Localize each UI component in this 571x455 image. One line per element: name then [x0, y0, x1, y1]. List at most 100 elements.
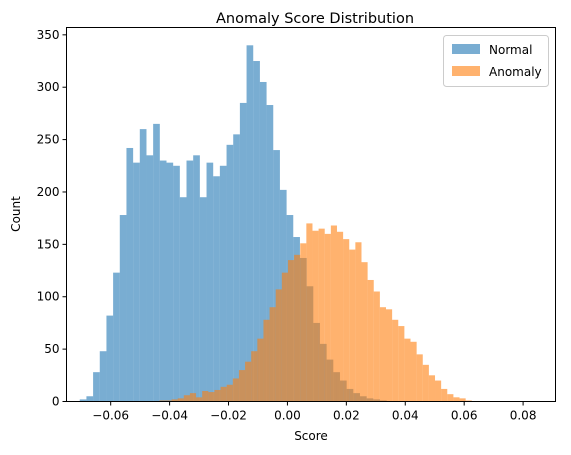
normal-bar: [153, 123, 160, 402]
anomaly-bar: [189, 393, 197, 402]
anomaly-bar: [428, 375, 436, 402]
y-tick-label: 200: [37, 185, 60, 199]
anomaly-bar: [275, 289, 282, 402]
normal-bar: [193, 155, 200, 402]
legend-swatch-normal: [452, 44, 480, 54]
anomaly-bar: [238, 370, 246, 402]
y-tick-label: 300: [37, 80, 60, 94]
normal-bar: [179, 197, 187, 402]
anomaly-bar: [422, 364, 429, 402]
plot-frame: [66, 27, 556, 402]
anomaly-bar: [349, 249, 356, 402]
normal-bar: [213, 176, 220, 402]
normal-bar: [186, 160, 194, 402]
x-axis-label: Score: [294, 429, 328, 443]
anomaly-bar: [318, 228, 325, 402]
anomaly-bar: [269, 307, 276, 402]
x-tick-label: 0.06: [451, 409, 478, 423]
y-tick-label: 100: [37, 290, 60, 304]
series-anomaly: [159, 223, 472, 402]
normal-bar: [79, 399, 87, 402]
anomaly-bar: [226, 384, 233, 402]
anomaly-bar: [453, 397, 460, 402]
anomaly-bar: [183, 395, 190, 402]
y-tick-label: 0: [52, 395, 60, 409]
anomaly-bar: [465, 400, 472, 402]
normal-bar: [119, 215, 127, 402]
anomaly-bar: [196, 397, 203, 402]
normal-bar: [86, 396, 94, 402]
anomaly-bar: [336, 231, 344, 402]
anomaly-bar: [263, 319, 270, 402]
y-tick-label: 50: [44, 342, 59, 356]
normal-bar: [246, 45, 254, 402]
x-tick-label: −0.04: [151, 409, 188, 423]
anomaly-bar: [220, 386, 227, 402]
normal-bar: [259, 81, 267, 402]
anomaly-bar: [343, 239, 350, 402]
y-tick-label: 250: [37, 133, 60, 147]
normal-bar: [106, 315, 114, 402]
anomaly-bar: [214, 389, 221, 402]
anomaly-bar: [202, 391, 209, 402]
legend-swatch-anomaly: [452, 66, 480, 76]
anomaly-bar: [447, 394, 454, 402]
anomaly-bar: [257, 338, 264, 402]
anomaly-bar: [355, 242, 362, 402]
anomaly-bar: [312, 230, 319, 402]
anomaly-bar: [330, 225, 337, 402]
anomaly-bar: [398, 326, 405, 402]
normal-bar: [133, 162, 140, 402]
anomaly-bar: [300, 243, 307, 402]
normal-bar: [166, 162, 174, 402]
normal-bar: [173, 165, 180, 402]
normal-bar: [233, 134, 240, 402]
anomaly-bar: [232, 378, 239, 402]
anomaly-bar: [281, 272, 288, 402]
bars-layer: [79, 45, 472, 402]
normal-bar: [266, 105, 274, 402]
x-tick-label: 0.02: [333, 409, 360, 423]
normal-bar: [253, 61, 260, 402]
x-axis: −0.06 −0.04 −0.02 0.00 0.02 0.04 0.06 0.08: [92, 401, 537, 423]
legend: Normal Anomaly: [443, 35, 549, 87]
x-tick-label: −0.06: [92, 409, 129, 423]
anomaly-bar: [435, 380, 442, 402]
anomaly-bar: [306, 223, 313, 402]
anomaly-bar: [171, 399, 178, 402]
anomaly-bar: [404, 338, 411, 402]
anomaly-bar: [416, 354, 423, 402]
normal-bar: [206, 162, 214, 402]
y-axis: 0 50 100 150 200 250 300 350: [37, 28, 67, 409]
anomaly-bar: [294, 254, 301, 402]
y-tick-label: 150: [37, 237, 60, 251]
x-tick-label: 0.08: [510, 409, 537, 423]
y-tick-label: 350: [37, 28, 60, 42]
normal-bar: [99, 351, 107, 402]
normal-bar: [226, 144, 234, 402]
normal-bar: [113, 272, 120, 402]
x-tick-label: 0.04: [392, 409, 419, 423]
x-tick-label: 0.00: [274, 409, 301, 423]
anomaly-bar: [208, 392, 215, 402]
anomaly-bar: [245, 361, 252, 402]
normal-bar: [93, 372, 100, 402]
legend-label-normal: Normal: [489, 43, 532, 57]
anomaly-bar: [367, 279, 374, 402]
anomaly-bar: [159, 400, 166, 402]
anomaly-bar: [177, 398, 184, 402]
anomaly-bar: [379, 307, 386, 402]
normal-bar: [146, 155, 154, 402]
anomaly-bar: [410, 341, 417, 402]
normal-bar: [273, 150, 280, 402]
anomaly-bar: [165, 400, 172, 402]
x-tick-label: −0.02: [210, 409, 247, 423]
normal-bar: [159, 160, 167, 402]
legend-label-anomaly: Anomaly: [489, 65, 542, 79]
anomaly-bar: [392, 319, 399, 402]
normal-bar: [239, 102, 247, 402]
anomaly-bar: [324, 233, 331, 402]
anomaly-bar: [361, 262, 368, 402]
anomaly-bar: [441, 388, 448, 402]
